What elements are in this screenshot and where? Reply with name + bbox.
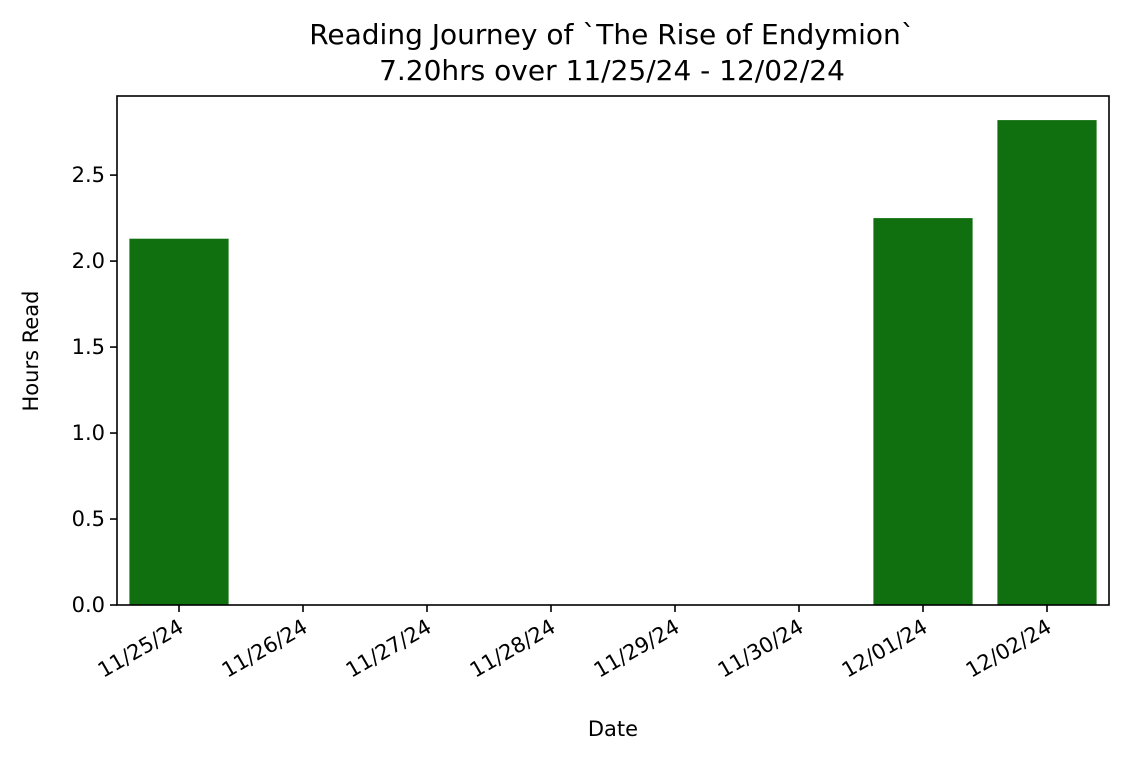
x-axis-label: Date — [588, 717, 638, 741]
x-tick-label: 12/02/24 — [962, 615, 1056, 683]
bar-12-01-24 — [873, 218, 973, 605]
y-tick-label: 2.0 — [72, 249, 105, 273]
y-tick-label: 1.5 — [72, 335, 105, 359]
x-tick-label: 11/29/24 — [590, 615, 684, 683]
chart-subtitle: 7.20hrs over 11/25/24 - 12/02/24 — [379, 54, 845, 87]
y-tick-label: 1.0 — [72, 421, 105, 445]
bars-group — [129, 120, 1097, 605]
bar-12-02-24 — [997, 120, 1097, 605]
chart-title: Reading Journey of `The Rise of Endymion… — [309, 18, 915, 51]
bar-11-25-24 — [129, 238, 229, 605]
x-tick-label: 11/27/24 — [342, 615, 436, 683]
x-tick-label: 11/26/24 — [218, 615, 312, 683]
y-axis-ticks: 0.0 0.5 1.0 1.5 2.0 2.5 — [72, 163, 117, 617]
x-axis-ticks: 11/25/24 11/26/24 11/27/24 11/28/24 11/29/24… — [94, 605, 1056, 682]
x-tick-label: 11/30/24 — [714, 615, 808, 683]
x-tick-label: 11/25/24 — [94, 615, 188, 683]
y-tick-label: 0.0 — [72, 593, 105, 617]
x-tick-label: 12/01/24 — [838, 615, 932, 683]
y-axis-label: Hours Read — [19, 291, 43, 412]
x-tick-label: 11/28/24 — [466, 615, 560, 683]
y-tick-label: 0.5 — [72, 507, 105, 531]
plot-frame — [116, 95, 1110, 606]
y-tick-label: 2.5 — [72, 163, 105, 187]
